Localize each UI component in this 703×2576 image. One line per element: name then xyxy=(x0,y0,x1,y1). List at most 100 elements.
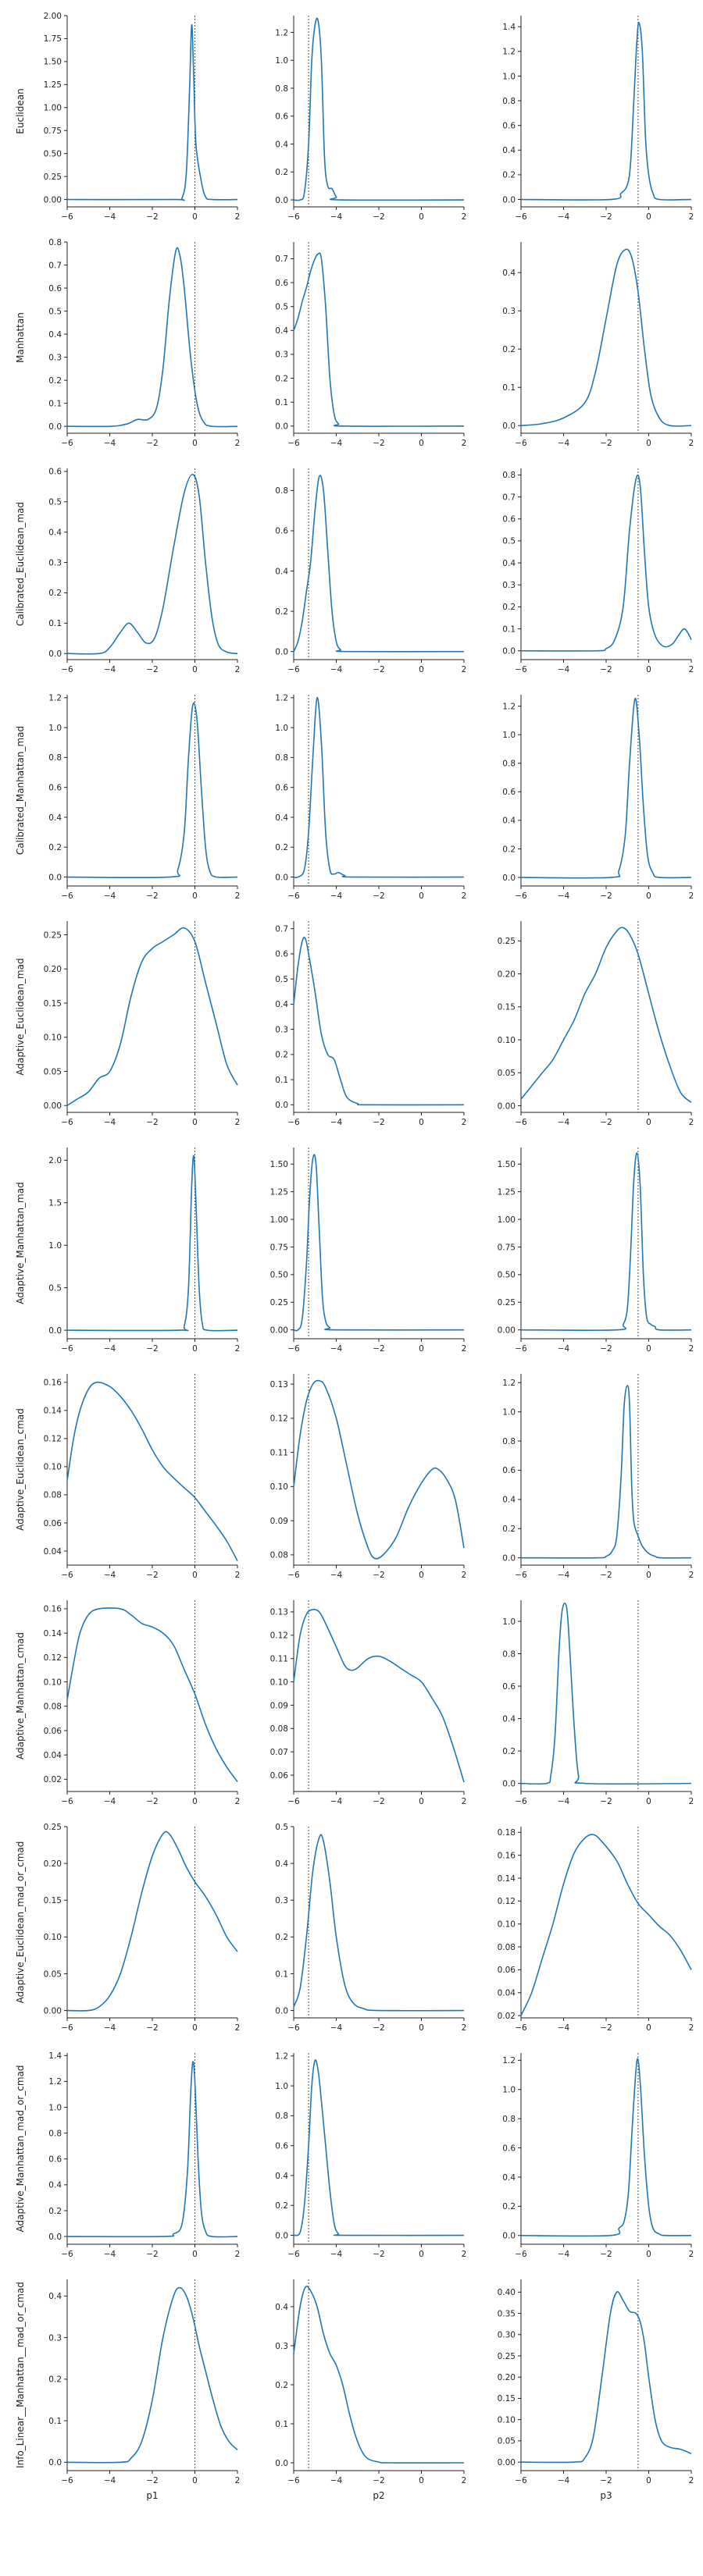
y-tick-label: 0.4 xyxy=(48,2181,62,2190)
x-tick-label: 2 xyxy=(689,1571,694,1580)
y-tick-label: 0.8 xyxy=(502,1437,516,1446)
x-tick-label: 0 xyxy=(192,1797,198,1806)
y-tick-label: 0.16 xyxy=(44,1605,62,1614)
x-tick-label: 2 xyxy=(235,1118,241,1127)
y-tick-label: 0.0 xyxy=(48,422,62,432)
y-tick-label: 0.75 xyxy=(270,1243,288,1252)
y-tick-label: 0.8 xyxy=(502,471,516,480)
y-tick-label: 0.3 xyxy=(275,1025,288,1034)
y-tick-label: 0.0 xyxy=(48,873,62,882)
y-tick-label: 0.2 xyxy=(275,2381,288,2390)
y-tick-label: 0.06 xyxy=(498,1966,516,1975)
x-tick-label: 2 xyxy=(462,1797,467,1806)
subplot-r8-c2: −6 −4 −2 0 2 0.02 0.04 0.06 0.08 0.10 0.12 0.14 0.16… xyxy=(498,1827,694,2033)
x-tick-label: 2 xyxy=(689,1344,694,1354)
y-tick-label: 0.14 xyxy=(44,1629,62,1638)
y-axis-label: Info_Linear__Manhattan__mad_or_cmad xyxy=(15,2282,26,2468)
y-axis-label: Adaptive_Euclidean_mad_or_cmad xyxy=(15,1841,26,2004)
subplot-r8-c1: −6 −4 −2 0 2 0.0 0.1 0.2 0.3 0.4 0.5 xyxy=(275,1823,466,2033)
x-tick-label: −6 xyxy=(287,439,300,448)
subplot-r3-c2: −6 −4 −2 0 2 0.0 0.2 0.4 0.6 0.8 1.0 1.2 xyxy=(502,695,694,901)
y-tick-label: 0.1 xyxy=(275,1969,288,1979)
x-tick-label: −2 xyxy=(146,2476,158,2485)
y-tick-label: 0.4 xyxy=(502,1496,516,1505)
y-tick-label: 0.0 xyxy=(48,2233,62,2242)
density-curve xyxy=(293,1834,465,2012)
x-tick-label: −4 xyxy=(104,891,116,901)
subplot-r8-c0: −6 −4 −2 0 2 0.00 0.05 0.10 0.15 0.20 0.25 xyxy=(44,1823,241,2033)
y-tick-label: 0.2 xyxy=(275,374,288,383)
density-curve xyxy=(520,927,692,1103)
x-tick-label: 2 xyxy=(235,1797,241,1806)
x-tick-label: 0 xyxy=(192,1571,198,1580)
x-tick-label: −2 xyxy=(600,1344,612,1354)
y-axis-label: Adaptive_Manhattan_cmad xyxy=(15,1632,26,1759)
x-tick-label: −2 xyxy=(146,439,158,448)
subplot-r7-c1: −6 −4 −2 0 2 0.06 0.07 0.08 0.09 0.10 0.11 0.12 0.13 xyxy=(270,1600,467,1806)
x-tick-label: −4 xyxy=(330,1571,343,1580)
y-tick-label: 0.1 xyxy=(502,383,516,393)
x-tick-label: 0 xyxy=(192,439,198,448)
y-tick-label: 0.6 xyxy=(275,950,288,959)
y-tick-label: 0.2 xyxy=(502,171,516,180)
y-tick-label: 0.5 xyxy=(275,975,288,984)
x-tick-label: 0 xyxy=(646,891,651,901)
y-tick-label: 0.6 xyxy=(502,1682,516,1692)
y-tick-label: 0.8 xyxy=(48,753,62,763)
x-tick-label: −4 xyxy=(104,439,116,448)
x-tick-label: −2 xyxy=(600,1571,612,1580)
subplot-r1-c0: −6 −4 −2 0 2 0.0 0.1 0.2 0.3 0.4 0.5 0.6 0.7 0.8 xyxy=(48,238,240,448)
y-tick-label: 0.2 xyxy=(48,2375,62,2385)
y-tick-label: 0.11 xyxy=(270,1448,288,1457)
x-tick-label: 2 xyxy=(235,2250,241,2259)
y-tick-label: 0.8 xyxy=(48,2129,62,2138)
y-tick-label: 0.6 xyxy=(275,527,288,536)
x-tick-label: −6 xyxy=(287,2250,300,2259)
density-curve xyxy=(293,475,465,653)
y-tick-label: 0.09 xyxy=(270,1701,288,1710)
y-tick-label: 1.2 xyxy=(275,28,288,37)
y-tick-label: 0.5 xyxy=(48,1283,62,1293)
y-tick-label: 0.10 xyxy=(498,2415,516,2425)
x-tick-label: −4 xyxy=(330,1344,343,1354)
x-tick-label: 2 xyxy=(689,1118,694,1127)
y-tick-label: 0.1 xyxy=(48,2417,62,2426)
x-tick-label: −6 xyxy=(287,1797,300,1806)
y-tick-label: 0.2 xyxy=(48,589,62,598)
y-tick-label: 0.12 xyxy=(44,1435,62,1444)
x-tick-label: −2 xyxy=(373,2023,384,2033)
x-tick-label: 2 xyxy=(462,1571,467,1580)
subplot-r5-c0: −6 −4 −2 0 2 0.0 0.5 1.0 1.5 2.0 xyxy=(48,1147,240,1354)
y-tick-label: 0.0 xyxy=(275,422,288,432)
y-tick-label: 0.6 xyxy=(275,783,288,792)
x-tick-label: −2 xyxy=(600,891,612,901)
y-tick-label: 1.0 xyxy=(275,2082,288,2091)
x-tick-label: 0 xyxy=(192,2023,198,2033)
x-tick-label: 0 xyxy=(419,1344,424,1354)
y-tick-label: 0.04 xyxy=(44,1751,62,1760)
x-tick-label: 2 xyxy=(689,2250,694,2259)
subplot-r7-c2: −6 −4 −2 0 2 0.0 0.2 0.4 0.6 0.8 1.0 xyxy=(502,1600,694,1806)
y-tick-label: 0.50 xyxy=(498,1271,516,1280)
x-tick-label: −6 xyxy=(287,665,300,674)
y-tick-label: 1.2 xyxy=(275,2052,288,2062)
x-tick-label: −6 xyxy=(287,212,300,222)
y-tick-label: 0.6 xyxy=(502,788,516,797)
x-tick-label: −4 xyxy=(330,1118,343,1127)
subplot-r10-c2: −6 −4 −2 0 2 0.00 0.05 0.10 0.15 0.20 0.25 0.30 0.35… xyxy=(498,2279,694,2485)
density-curve xyxy=(520,2058,692,2237)
y-tick-label: 0.7 xyxy=(275,924,288,934)
x-tick-label: −4 xyxy=(558,2476,570,2485)
y-tick-label: 0.4 xyxy=(275,813,288,823)
y-tick-label: 1.50 xyxy=(498,1160,516,1169)
x-tick-label: −6 xyxy=(515,2023,527,2033)
x-tick-label: 2 xyxy=(689,2023,694,2033)
y-tick-label: 0.10 xyxy=(44,1933,62,1942)
density-curve xyxy=(293,2059,465,2236)
y-tick-label: 0.00 xyxy=(270,1325,288,1335)
y-tick-label: 0.10 xyxy=(498,1920,516,1930)
x-tick-label: −2 xyxy=(146,212,158,222)
subplot-r3-c1: −6 −4 −2 0 2 0.0 0.2 0.4 0.6 0.8 1.0 1.2 xyxy=(275,694,466,901)
x-tick-label: −4 xyxy=(330,439,343,448)
y-tick-label: 0.12 xyxy=(270,1414,288,1424)
